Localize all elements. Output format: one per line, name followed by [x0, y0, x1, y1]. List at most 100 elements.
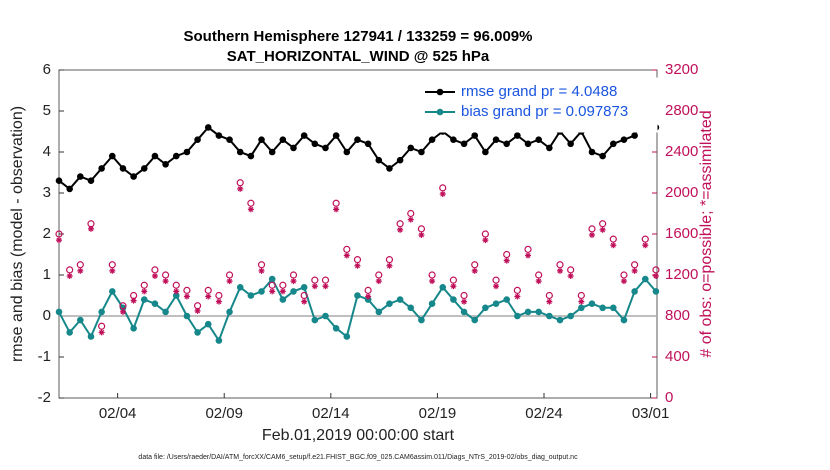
series-line	[58, 277, 657, 343]
point	[460, 308, 468, 316]
point	[503, 140, 511, 148]
obs-assimilated	[130, 297, 137, 304]
obs-possible	[641, 235, 649, 243]
obs-possible	[119, 302, 127, 310]
obs-assimilated	[141, 288, 148, 295]
obs-possible	[332, 199, 340, 207]
obs-assimilated	[56, 237, 62, 244]
obs-possible	[535, 271, 543, 279]
obs-possible	[599, 220, 607, 228]
y2-tick-label: 2000	[665, 184, 698, 201]
obs-possible	[289, 271, 298, 279]
point	[204, 320, 212, 328]
obs-possible	[545, 291, 553, 300]
obs-assimilated	[493, 283, 500, 290]
point	[364, 140, 372, 148]
point	[236, 284, 244, 291]
point	[407, 304, 415, 312]
point	[162, 308, 169, 316]
obs-assimilated	[173, 288, 180, 295]
obs-possible	[161, 271, 170, 279]
obs-possible	[439, 184, 447, 192]
obs-assimilated	[333, 206, 340, 213]
obs-assimilated	[311, 283, 318, 290]
obs-assimilated	[290, 278, 297, 285]
point	[482, 304, 489, 312]
point	[535, 308, 542, 316]
point	[151, 300, 159, 308]
point	[279, 296, 287, 303]
point	[492, 136, 500, 143]
point	[546, 312, 553, 320]
y2-tick-label: 400	[665, 348, 690, 365]
obs-assimilated	[66, 273, 73, 280]
obs-assimilated	[162, 278, 169, 285]
point	[87, 177, 95, 184]
obs-possible	[428, 271, 436, 279]
point	[226, 308, 233, 316]
point	[343, 148, 351, 156]
obs-possible	[492, 276, 500, 284]
point	[375, 156, 383, 164]
point	[578, 304, 585, 312]
footnote: data file: /Users/raeder/DAI/ATM_forcXX/…	[138, 454, 578, 461]
point	[290, 288, 297, 295]
point	[524, 140, 532, 148]
point	[247, 292, 255, 299]
point	[130, 173, 137, 180]
obs-assimilated	[183, 293, 190, 300]
x-tick-label: 02/14	[312, 405, 350, 422]
obs-assimilated	[237, 185, 244, 192]
obs-possible	[567, 266, 575, 274]
obs-possible	[140, 281, 148, 289]
obs-possible	[375, 271, 383, 279]
obs-assimilated	[109, 267, 116, 274]
point	[332, 132, 340, 139]
obs-possible	[279, 281, 287, 289]
obs-possible	[481, 230, 489, 238]
obs-possible	[449, 276, 458, 284]
legend-label: rmse grand pr = 4.0488	[461, 83, 617, 100]
x-axis-label: Feb.01,2019 00:00:00 start	[262, 427, 455, 444]
y2-axis-label: # of obs: o=possible; *=assimilated	[698, 110, 715, 357]
obs-assimilated	[429, 278, 436, 285]
obs-possible	[417, 225, 426, 233]
obs-possible	[151, 266, 159, 274]
obs-assimilated	[567, 273, 574, 280]
y2-tick-label: 1200	[665, 266, 698, 283]
point	[556, 316, 564, 324]
point	[599, 304, 606, 312]
point	[386, 165, 393, 172]
point	[300, 284, 308, 291]
obs-possible	[204, 286, 212, 294]
point	[418, 316, 425, 324]
x-tick-label: 02/24	[525, 405, 563, 422]
point	[588, 148, 596, 156]
point	[396, 156, 404, 164]
point	[66, 185, 73, 193]
point	[87, 333, 95, 340]
point	[492, 300, 500, 308]
y2-tick-label: 800	[665, 307, 690, 324]
obs-possible	[172, 281, 180, 289]
point	[620, 316, 628, 324]
chart-title: Southern Hemisphere 127941 / 133259 = 96…	[184, 28, 533, 45]
point	[236, 148, 244, 156]
obs-assimilated	[439, 191, 446, 198]
obs-assimilated	[620, 278, 627, 285]
obs-assimilated	[322, 283, 329, 290]
point	[343, 333, 351, 340]
obs-possible	[364, 286, 372, 294]
obs-possible	[652, 266, 660, 274]
obs-assimilated	[631, 267, 638, 274]
y2-tick-label: 0	[665, 389, 673, 406]
point	[567, 140, 574, 148]
obs-assimilated	[258, 267, 265, 274]
point	[396, 296, 404, 303]
point	[428, 136, 436, 143]
obs-possible	[98, 322, 106, 330]
point	[183, 312, 191, 320]
obs-possible	[577, 291, 585, 300]
obs-possible	[225, 271, 234, 279]
